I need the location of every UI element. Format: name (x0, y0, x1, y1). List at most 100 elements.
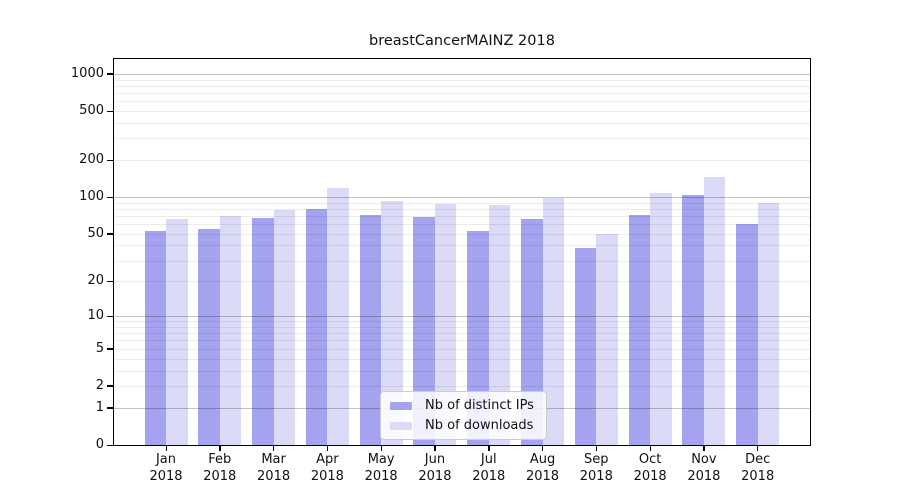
y-axis-tick-label: 100 (79, 189, 104, 205)
minor-gridline (113, 281, 811, 283)
bar-downloads-jun (434, 204, 457, 446)
minor-gridline (113, 122, 811, 124)
legend-swatch-downloads (390, 421, 412, 430)
major-gridline (113, 316, 811, 318)
legend-swatch-distinct-ips (390, 401, 412, 410)
y-axis-tick-mark (107, 196, 113, 198)
y-axis-tick-mark (107, 73, 113, 75)
x-axis-tick-mark (380, 446, 382, 451)
bar-distinct-ips-jan (144, 230, 166, 446)
bar-distinct-ips-jun (413, 216, 435, 446)
x-tick-month: Mar (261, 452, 286, 467)
x-tick-year: 2018 (418, 468, 452, 484)
x-axis-tick-mark (542, 446, 544, 451)
minor-gridline (113, 215, 811, 217)
bar-downloads-oct (650, 192, 672, 446)
x-tick-month: Sep (584, 452, 609, 467)
x-axis-tick-mark (219, 446, 221, 451)
minor-gridline (113, 233, 811, 235)
y-axis-tick-mark (107, 348, 113, 350)
x-axis-tick-mark (757, 446, 759, 451)
x-axis-tick-label: Dec 2018 (722, 452, 794, 485)
x-tick-month: Jul (480, 452, 497, 467)
y-axis-tick-mark (107, 385, 113, 387)
minor-gridline (113, 358, 811, 360)
y-axis-tick-mark (107, 315, 113, 317)
y-axis-tick-label: 5 (95, 340, 104, 356)
bar-distinct-ips-dec (736, 224, 758, 446)
bar-downloads-dec (757, 203, 780, 446)
x-axis-tick-label: Nov 2018 (668, 452, 740, 485)
x-tick-year: 2018 (525, 468, 560, 484)
minor-gridline (113, 224, 811, 226)
bar-downloads-mar (273, 210, 296, 446)
x-tick-month: Dec (745, 452, 771, 467)
minor-gridline (113, 340, 811, 342)
y-axis-tick-label: 0 (95, 437, 104, 452)
x-axis-tick-mark (703, 446, 705, 451)
minor-gridline (113, 92, 811, 94)
x-tick-month: Nov (691, 452, 717, 467)
bar-downloads-sep (596, 233, 618, 446)
x-axis-tick-label: Jan 2018 (130, 452, 202, 485)
y-axis-tick-label: 500 (79, 103, 104, 119)
x-axis-tick-mark (165, 446, 167, 451)
legend-label-distinct-ips: Nb of distinct IPs (425, 398, 534, 413)
x-tick-month: Jun (424, 452, 446, 467)
x-axis-tick-label: May 2018 (345, 452, 417, 485)
bar-distinct-ips-nov (682, 194, 704, 446)
bar-distinct-ips-mar (252, 217, 274, 446)
y-axis-tick-label: 1000 (70, 65, 104, 81)
legend-row-distinct-ips: Nb of distinct IPs (390, 397, 534, 414)
x-tick-month: Feb (208, 452, 232, 467)
minor-gridline (113, 260, 811, 262)
x-tick-year: 2018 (203, 468, 237, 484)
x-tick-month: Jan (155, 452, 177, 467)
minor-gridline (113, 138, 811, 140)
y-axis-tick-label: 50 (87, 225, 104, 241)
y-axis-tick-mark (107, 233, 113, 235)
y-axis-tick-label: 20 (87, 273, 104, 289)
minor-gridline (113, 333, 811, 335)
y-axis-tick-mark (107, 444, 113, 446)
bar-distinct-ips-apr (305, 208, 328, 446)
bar-downloads-jan (166, 219, 188, 446)
legend-label-downloads: Nb of downloads (425, 418, 534, 433)
minor-gridline (113, 101, 811, 103)
bar-downloads-nov (703, 177, 726, 446)
x-axis-tick-mark (595, 446, 598, 451)
minor-gridline (113, 385, 811, 387)
x-axis-tick-label: Jun 2018 (399, 452, 471, 485)
bar-distinct-ips-may (359, 215, 382, 446)
x-axis-tick-mark (434, 446, 436, 451)
grid-layer (113, 58, 811, 446)
bar-distinct-ips-oct (628, 215, 651, 446)
y-axis-tick-label: 1 (95, 399, 104, 415)
legend-row-downloads: Nb of downloads (390, 417, 534, 434)
bar-downloads-feb (219, 215, 242, 446)
y-axis-tick-mark (107, 280, 113, 283)
x-tick-year: 2018 (364, 468, 398, 484)
minor-gridline (113, 348, 811, 350)
x-tick-year: 2018 (472, 468, 506, 484)
x-tick-year: 2018 (633, 468, 667, 484)
x-tick-year: 2018 (310, 468, 344, 484)
legend: Nb of distinct IPs Nb of downloads (380, 391, 547, 440)
major-gridline (113, 197, 811, 199)
x-axis-tick-label: Aug 2018 (507, 452, 579, 485)
y-axis-tick-mark (107, 110, 113, 112)
x-axis-tick-mark (326, 446, 329, 451)
y-axis-tick-label: 200 (79, 152, 104, 168)
bar-distinct-ips-sep (574, 248, 597, 446)
x-tick-month: Oct (638, 452, 662, 467)
minor-gridline (113, 202, 811, 204)
x-tick-year: 2018 (257, 468, 291, 484)
x-axis-tick-label: Apr 2018 (291, 452, 363, 485)
chart-title: breastCancerMAINZ 2018 (369, 33, 555, 49)
minor-gridline (113, 208, 811, 210)
minor-gridline (113, 160, 811, 162)
minor-gridline (113, 321, 811, 323)
y-axis-tick-mark (107, 159, 113, 161)
minor-gridline (113, 85, 811, 87)
